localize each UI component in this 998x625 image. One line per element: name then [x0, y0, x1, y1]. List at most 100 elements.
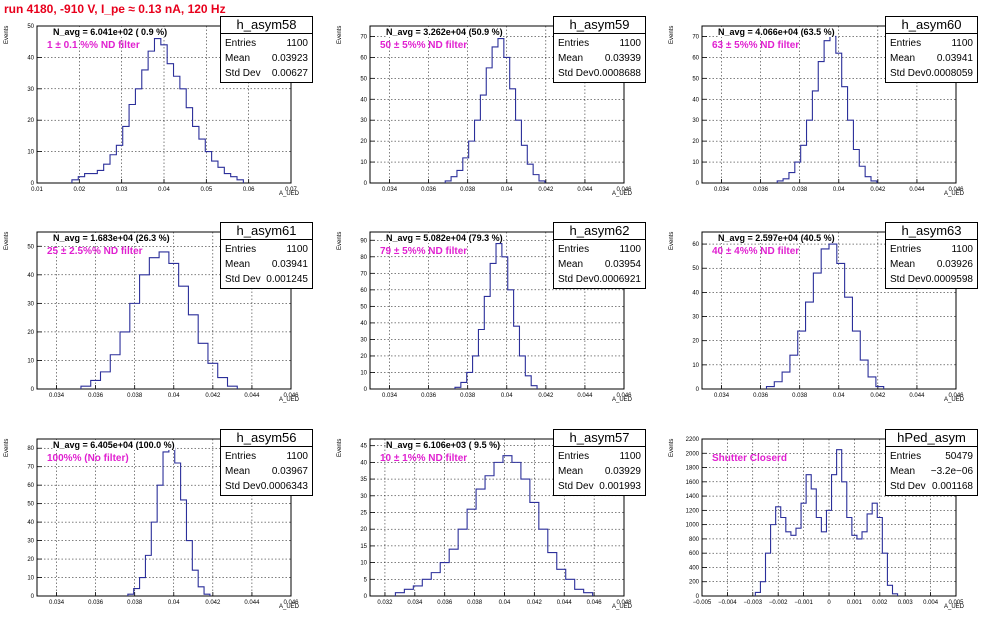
x-tick-label: 0.034 — [49, 600, 65, 606]
stats-label-mean: Mean — [558, 466, 584, 477]
x-tick-label: 0.04 — [168, 600, 180, 606]
x-tick-label: 0.034 — [714, 187, 730, 193]
y-tick-label: 60 — [360, 55, 367, 61]
y-tick-label: 50 — [360, 76, 367, 82]
histogram-bin — [882, 553, 887, 596]
x-tick-label: 0.034 — [49, 393, 65, 399]
stats-label-mean: Mean — [225, 53, 251, 64]
x-tick-label: −0.002 — [769, 600, 788, 606]
histogram-bin — [766, 553, 771, 596]
histogram-line — [776, 35, 878, 183]
x-tick-label: 0.002 — [872, 600, 888, 606]
histogram-line — [765, 243, 885, 389]
x-tick-label: 0.042 — [870, 393, 886, 399]
stats-value-entries: 50479 — [945, 451, 973, 462]
stats-label-stddev: Std Dev — [225, 481, 261, 492]
x-tick-label: 0.005 — [948, 600, 964, 606]
y-tick-label: 10 — [692, 160, 699, 166]
y-tick-label: 30 — [692, 315, 699, 321]
x-tick-label: 0.042 — [538, 393, 554, 399]
x-tick-label: 0.034 — [407, 600, 423, 606]
x-tick-label: 0.04 — [499, 600, 511, 606]
x-tick-label: 0.034 — [382, 187, 398, 193]
x-tick-label: 0.038 — [460, 187, 476, 193]
y-tick-label: 60 — [27, 483, 34, 489]
x-tick-label: 0.044 — [909, 187, 925, 193]
stats-row-mean: Mean 0.03954 — [558, 257, 641, 272]
stats-value-mean: 0.03941 — [271, 259, 308, 270]
stats-row-entries: Entries 1100 — [558, 242, 641, 257]
stats-value-entries: 1100 — [286, 244, 308, 255]
y-tick-label: 70 — [27, 465, 34, 471]
navg-label: N_avg = 5.082e+04 (79.3 %) — [386, 233, 503, 243]
x-tick-label: 0.038 — [467, 600, 483, 606]
x-tick-label: 0.04 — [501, 393, 513, 399]
stats-label-entries: Entries — [890, 451, 922, 462]
stats-label-stddev: Std Dev — [558, 481, 594, 492]
y-tick-label: 0 — [364, 594, 368, 600]
stats-row-mean: Mean 0.03941 — [225, 257, 308, 272]
x-axis-label: A_UED — [279, 604, 300, 610]
x-tick-label: 0.036 — [421, 187, 437, 193]
x-tick-label: 0.04 — [501, 187, 513, 193]
stats-box: Entries 1100 Mean 0.03941 Std Dev 0.001245 — [220, 239, 313, 289]
filter-label: 1 ± 0.1 %% ND filter — [47, 40, 140, 51]
histogram-bin — [771, 525, 776, 596]
y-tick-label: 10 — [27, 150, 34, 156]
y-tick-label: 40 — [27, 273, 34, 279]
histogram-bin — [887, 585, 892, 596]
stats-value-stddev: 0.001168 — [932, 481, 973, 492]
histogram-title: hPed_asym — [885, 429, 978, 447]
histogram-bin — [832, 475, 837, 596]
stats-label-stddev: Std Dev — [225, 274, 261, 285]
x-tick-label: 0.032 — [377, 600, 393, 606]
y-tick-label: 30 — [27, 87, 34, 93]
x-axis-label: A_UED — [279, 191, 300, 197]
histogram-line — [754, 449, 899, 596]
x-tick-label: 0.038 — [460, 393, 476, 399]
y-tick-label: 40 — [27, 55, 34, 61]
histogram-line — [80, 251, 238, 389]
x-tick-label: 0.02 — [73, 187, 85, 193]
x-tick-label: 0.044 — [244, 600, 260, 606]
x-axis-label: A_UED — [279, 397, 300, 403]
histogram-title: h_asym61 — [220, 222, 313, 240]
histogram-bin — [791, 535, 796, 596]
stats-value-mean: 0.03923 — [271, 53, 308, 64]
stats-row-entries: Entries 50479 — [890, 449, 973, 464]
x-tick-label: 0.001 — [847, 600, 863, 606]
x-tick-label: 0.036 — [753, 393, 769, 399]
stats-value-entries: 1100 — [619, 38, 641, 49]
stats-row-stddev: Std Dev 0.001245 — [225, 272, 308, 287]
x-tick-label: 0.044 — [909, 393, 925, 399]
x-axis-label: A_UED — [944, 397, 965, 403]
x-tick-label: 0.042 — [205, 393, 221, 399]
y-tick-label: 2000 — [686, 451, 700, 457]
x-tick-label: 0.042 — [205, 600, 221, 606]
x-tick-label: 0.042 — [870, 187, 886, 193]
x-tick-label: 0.044 — [577, 187, 593, 193]
stats-box: Entries 1100 Mean 0.03954 Std Dev 0.0006921 — [553, 239, 646, 289]
histogram-bin — [781, 518, 786, 597]
stats-value-stddev: 0.0006343 — [260, 481, 308, 492]
filter-label: 50 ± 5%% ND filter — [380, 40, 468, 51]
y-tick-label: 50 — [27, 502, 34, 508]
y-tick-label: 50 — [692, 266, 699, 272]
x-tick-label: 0.03 — [116, 187, 128, 193]
stats-value-stddev: 0.001993 — [599, 481, 641, 492]
stats-value-stddev: 0.00627 — [271, 68, 308, 79]
x-tick-label: 0.036 — [421, 393, 437, 399]
navg-label: N_avg = 6.041e+02 ( 0.9 %) — [53, 27, 168, 37]
stats-value-mean: 0.03929 — [604, 466, 641, 477]
stats-label-entries: Entries — [558, 244, 590, 255]
y-tick-label: 1800 — [686, 466, 700, 472]
x-tick-label: 0.038 — [127, 600, 143, 606]
x-axis-label: A_UED — [612, 604, 633, 610]
y-axis-label: Events — [669, 438, 675, 457]
y-tick-label: 40 — [692, 97, 699, 103]
x-tick-label: 0 — [827, 600, 831, 606]
